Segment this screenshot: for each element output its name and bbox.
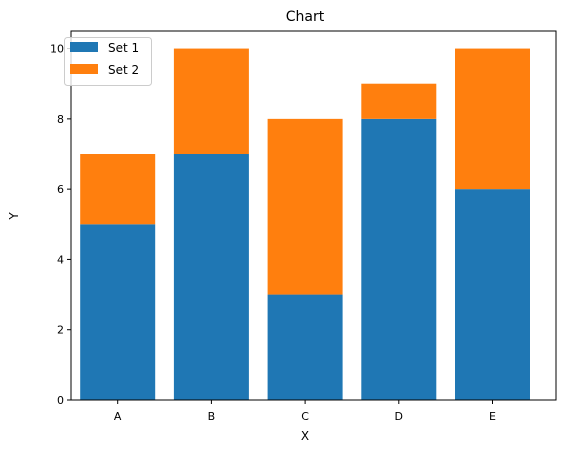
x-tick-label: C <box>301 410 309 423</box>
legend-swatch-2 <box>70 64 98 74</box>
x-tick-label: B <box>208 410 216 423</box>
legend-label-1: Set 1 <box>108 41 139 55</box>
y-tick-label: 8 <box>57 113 64 126</box>
y-axis-label: Y <box>7 212 21 221</box>
y-tick-label: 6 <box>57 183 64 196</box>
legend: Set 1 Set 2 <box>64 37 152 86</box>
bar-2-e <box>455 48 530 190</box>
y-tick-label: 10 <box>50 43 64 56</box>
legend-label-2: Set 2 <box>108 63 139 77</box>
legend-swatch-1 <box>70 42 98 52</box>
plot-frame <box>70 30 557 401</box>
x-axis-label: X <box>301 429 309 443</box>
bar-2-d <box>361 83 437 119</box>
bar-2-b <box>173 48 249 154</box>
bar-2-c <box>267 118 343 295</box>
chart-title: Chart <box>286 9 325 25</box>
x-tick-label: E <box>489 410 496 423</box>
bar-1-e <box>455 189 530 400</box>
bar-1-c <box>267 294 343 400</box>
x-tick-label: D <box>395 410 403 423</box>
bars-group <box>80 48 530 401</box>
y-tick-label: 0 <box>57 394 64 407</box>
bar-1-a <box>80 224 156 400</box>
bar-2-a <box>80 154 156 225</box>
y-tick-label: 2 <box>57 324 64 337</box>
x-axis-ticks: A B C D E <box>114 400 496 423</box>
bar-1-b <box>173 154 249 400</box>
y-axis-ticks: 0 2 4 6 8 10 <box>50 43 71 407</box>
y-tick-label: 4 <box>57 253 64 266</box>
x-tick-label: A <box>114 410 122 423</box>
bar-1-d <box>361 118 437 401</box>
